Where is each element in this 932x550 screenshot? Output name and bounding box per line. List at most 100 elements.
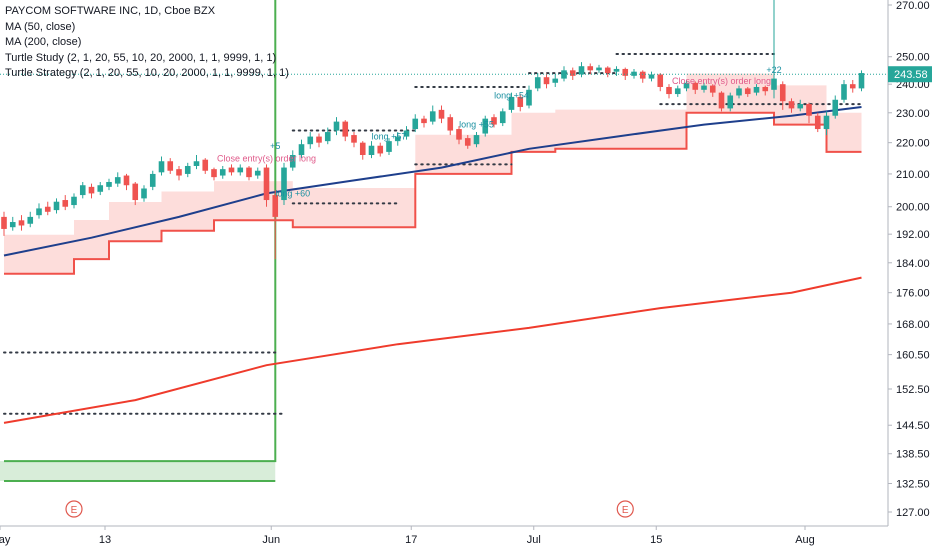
candle-body bbox=[193, 161, 200, 166]
candle-body bbox=[289, 154, 296, 168]
candle-body bbox=[473, 135, 480, 145]
time-axis-label: 17 bbox=[405, 534, 417, 546]
price-axis-label: 192.00 bbox=[896, 229, 930, 241]
candle-body bbox=[526, 89, 532, 106]
candle-body bbox=[849, 84, 856, 89]
earnings-marker-label: E bbox=[622, 505, 629, 516]
candle-body bbox=[832, 99, 839, 116]
candle-body bbox=[666, 86, 672, 95]
candle-body bbox=[736, 88, 742, 96]
turtle-entry-fill bbox=[0, 461, 276, 481]
ma50-line bbox=[3, 106, 862, 257]
candle-body bbox=[771, 78, 777, 90]
candle-body bbox=[342, 121, 349, 137]
candle-body bbox=[779, 84, 786, 102]
candle-body bbox=[62, 200, 69, 207]
candle-body bbox=[316, 136, 322, 143]
candle-body bbox=[858, 73, 865, 89]
candle-body bbox=[132, 183, 139, 201]
candle-body bbox=[333, 121, 340, 131]
candle-body bbox=[298, 144, 305, 155]
candle-body bbox=[569, 70, 576, 76]
candle-body bbox=[9, 222, 16, 228]
time-axis-label: 15 bbox=[650, 534, 662, 546]
earnings-marker-label: E bbox=[71, 505, 78, 516]
price-axis-label: 230.00 bbox=[896, 108, 930, 120]
candle-body bbox=[27, 216, 34, 224]
candle-body bbox=[753, 86, 760, 93]
candle-body bbox=[368, 145, 375, 155]
candle-body bbox=[823, 115, 830, 130]
candle-body bbox=[141, 188, 147, 199]
candle-body bbox=[97, 185, 104, 192]
candle-body bbox=[18, 220, 25, 226]
candle-body bbox=[578, 66, 585, 75]
candle-body bbox=[307, 136, 314, 145]
price-axis-label: 132.50 bbox=[896, 479, 930, 491]
turtle-entry-high-line bbox=[4, 0, 277, 463]
candle-body bbox=[79, 185, 86, 196]
candle-body bbox=[71, 196, 77, 206]
earnings-marker-icon bbox=[616, 500, 634, 518]
candle-body bbox=[797, 104, 804, 109]
candle-body bbox=[123, 175, 130, 186]
candle-body bbox=[88, 186, 95, 194]
signal-label: +5 bbox=[270, 141, 280, 151]
signal-label: long +54 bbox=[494, 90, 529, 100]
candle-body bbox=[219, 169, 226, 176]
candle-body bbox=[534, 77, 541, 89]
candle-body bbox=[228, 167, 235, 173]
ma200-line bbox=[3, 276, 862, 424]
candle-body bbox=[543, 77, 550, 85]
candle-body bbox=[386, 141, 392, 152]
candle-body bbox=[841, 84, 847, 100]
candle-body bbox=[438, 109, 445, 119]
candle-body bbox=[1, 216, 7, 229]
candle-body bbox=[508, 96, 515, 110]
candle-body bbox=[237, 167, 244, 173]
candle-body bbox=[359, 142, 366, 155]
candle-body bbox=[377, 145, 384, 154]
legend-turtle-strategy[interactable]: Turtle Strategy (2, 1, 20, 55, 10, 20, 2… bbox=[5, 67, 289, 79]
candle-body bbox=[184, 165, 191, 174]
price-axis-label: 200.00 bbox=[896, 202, 930, 214]
candle-body bbox=[657, 74, 664, 87]
candle-body bbox=[718, 92, 725, 109]
time-axis-label: Jun bbox=[262, 534, 280, 546]
signal-label: long +55 bbox=[459, 120, 494, 130]
candle-body bbox=[202, 159, 209, 171]
candle-body bbox=[517, 96, 524, 107]
candle-body bbox=[158, 161, 165, 173]
candle-body bbox=[272, 195, 279, 217]
candle-body bbox=[447, 117, 454, 131]
candle-body bbox=[692, 82, 699, 90]
price-axis-label: 270.00 bbox=[896, 0, 930, 12]
chart-legend: PAYCOM SOFTWARE INC, 1D, Cboe BZX MA (50… bbox=[5, 4, 289, 82]
candle-body bbox=[683, 82, 690, 89]
candle-body bbox=[114, 177, 121, 184]
candle-body bbox=[254, 170, 261, 176]
price-axis-label: 250.00 bbox=[896, 52, 930, 64]
candle-body bbox=[36, 208, 42, 216]
legend-ma200[interactable]: MA (200, close) bbox=[5, 36, 82, 48]
candle-body bbox=[709, 85, 716, 93]
price-axis-label: 184.00 bbox=[896, 258, 930, 270]
price-axis-label: 144.50 bbox=[896, 420, 930, 432]
price-axis-label: 127.00 bbox=[896, 507, 930, 519]
candle-body bbox=[587, 66, 594, 71]
price-axis-label: 168.00 bbox=[896, 319, 930, 331]
candle-body bbox=[499, 111, 506, 124]
candle-body bbox=[744, 88, 751, 95]
candle-body bbox=[456, 129, 462, 140]
price-axis-label: 210.00 bbox=[896, 169, 930, 181]
candle-body bbox=[806, 104, 812, 116]
legend-ma50[interactable]: MA (50, close) bbox=[5, 20, 76, 33]
candle-body bbox=[246, 167, 252, 178]
candle-body bbox=[394, 136, 401, 142]
candle-body bbox=[281, 167, 287, 201]
price-axis-label: 220.00 bbox=[896, 138, 930, 150]
last-price-badge bbox=[888, 66, 932, 83]
legend-turtle-study[interactable]: Turtle Study (2, 1, 20, 55, 10, 20, 2000… bbox=[5, 51, 277, 64]
